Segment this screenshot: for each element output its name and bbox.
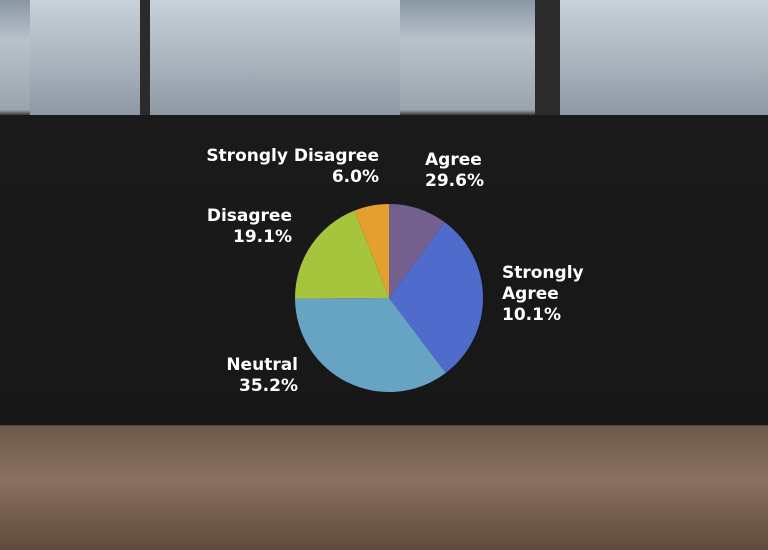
slice-value: 6.0%	[331, 167, 379, 187]
label-neutral: Neutral 35.2%	[210, 355, 298, 397]
slice-label: Strongly Disagree	[206, 146, 379, 166]
slice-value: 19.1%	[233, 227, 292, 247]
slice-label: Agree	[425, 150, 482, 170]
label-agree: Agree 29.6%	[425, 150, 484, 192]
slice-value: 10.1%	[502, 305, 561, 325]
label-strongly-disagree: Strongly Disagree 6.0%	[197, 146, 379, 188]
background-frame	[535, 0, 560, 115]
slice-value: 35.2%	[239, 376, 298, 396]
slice-value: 29.6%	[425, 171, 484, 191]
pie-slice-agree	[389, 222, 483, 373]
label-strongly-agree: Strongly Agree 10.1%	[502, 263, 592, 326]
slice-label: Neutral	[226, 355, 298, 375]
pie-slice-disagree	[295, 210, 389, 299]
background-window-center	[150, 0, 400, 115]
pie-slice-strongly-agree	[389, 204, 445, 298]
pie-slice-strongly-disagree	[354, 204, 389, 298]
slice-label: Disagree	[206, 206, 292, 226]
pie-slice-neutral	[295, 298, 446, 392]
background-frame	[140, 0, 150, 115]
background-window-left	[30, 0, 140, 115]
background-window-right	[560, 0, 768, 115]
slice-label: Strongly Agree	[502, 263, 584, 304]
label-disagree: Disagree 19.1%	[190, 206, 292, 248]
